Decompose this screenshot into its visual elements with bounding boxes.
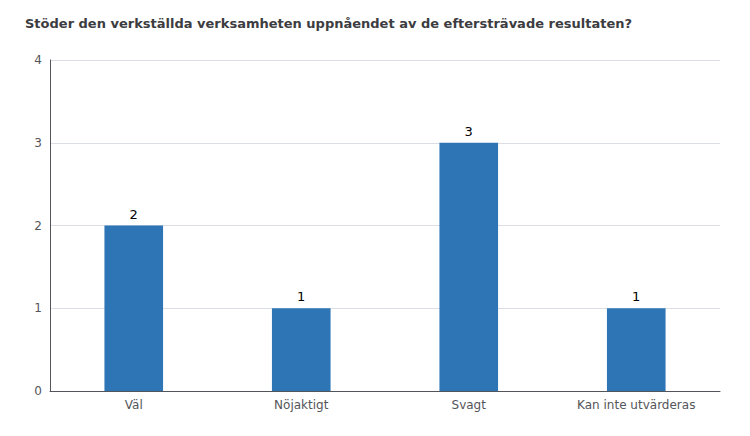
svg-text:2: 2: [130, 207, 138, 222]
svg-text:3: 3: [465, 124, 473, 139]
svg-text:3: 3: [34, 136, 42, 150]
svg-text:1: 1: [297, 289, 305, 304]
svg-text:Stöder den verkställda verksam: Stöder den verkställda verksamheten uppn…: [25, 16, 632, 31]
svg-text:4: 4: [34, 53, 42, 67]
svg-text:1: 1: [34, 301, 42, 315]
svg-text:1: 1: [632, 289, 640, 304]
svg-text:2: 2: [34, 219, 42, 233]
svg-text:Svagt: Svagt: [452, 398, 487, 412]
svg-text:Kan inte utvärderas: Kan inte utvärderas: [577, 398, 695, 412]
svg-text:Väl: Väl: [125, 398, 143, 412]
svg-text:Nöjaktigt: Nöjaktigt: [274, 398, 329, 412]
svg-text:0: 0: [34, 384, 42, 398]
